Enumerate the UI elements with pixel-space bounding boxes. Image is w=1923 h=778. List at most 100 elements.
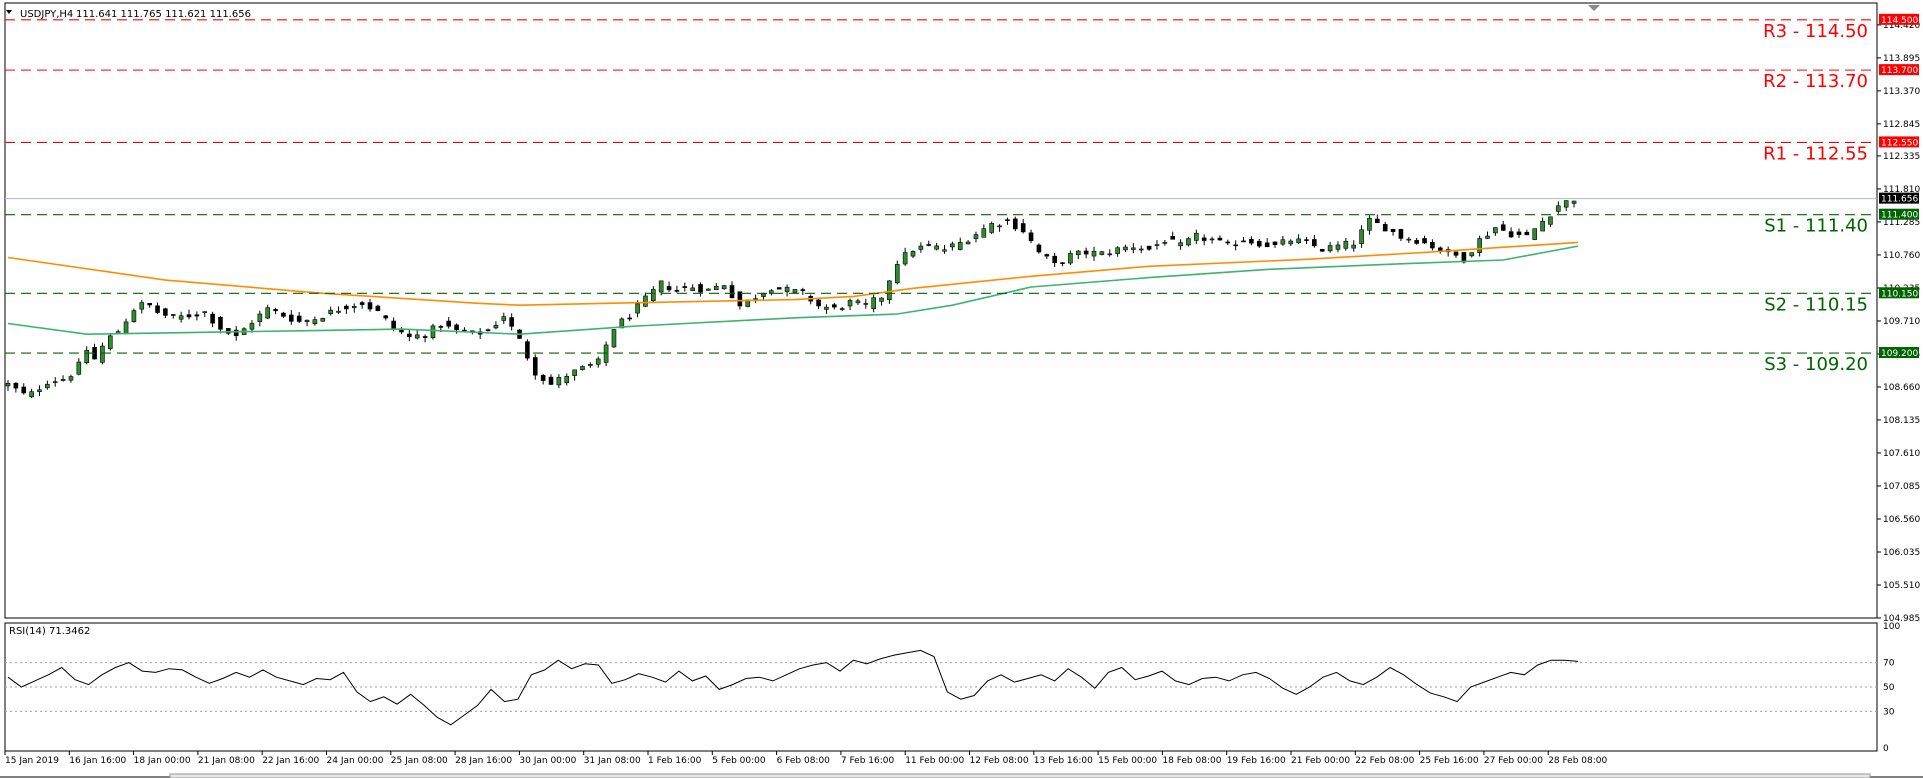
bull-candle — [855, 300, 861, 304]
chart-shift-marker-icon[interactable] — [1588, 5, 1600, 11]
bear-candle — [210, 313, 215, 324]
bull-candle — [1485, 235, 1490, 239]
time-tick-label: 11 Feb 00:00 — [905, 756, 964, 766]
bull-candle — [1556, 205, 1561, 212]
main-price-pane[interactable]: R3 - 114.50 R2 - 113.70 R1 - 112.55 S1 - 11… — [5, 19, 1877, 399]
bear-candle — [737, 291, 743, 307]
time-tick-label: 12 Feb 08:00 — [970, 756, 1029, 766]
bull-candle — [501, 316, 507, 321]
bull-candle — [769, 290, 774, 294]
ohlc-readout: 111.641 111.765 111.621 111.656 — [76, 9, 251, 20]
bull-candle — [950, 243, 955, 248]
bear-candle — [926, 244, 932, 246]
bull-candle — [304, 319, 310, 323]
bear-candle — [438, 326, 444, 328]
bull-candle — [68, 376, 74, 381]
time-tick-label: 28 Feb 08:00 — [1548, 756, 1607, 766]
bull-candle — [1359, 229, 1364, 244]
bear-candle — [1437, 247, 1443, 251]
moving-average-line — [7, 241, 1579, 307]
chart-menu-arrow-icon[interactable] — [6, 10, 12, 14]
bear-candle — [1225, 241, 1231, 244]
bear-candle — [1375, 218, 1380, 224]
bull-candle — [981, 228, 987, 238]
bear-candle — [1256, 240, 1262, 247]
bull-candle — [123, 321, 129, 335]
level-price-tag-s1 — [1879, 208, 1919, 220]
time-tick-label: 22 Jan 16:00 — [262, 756, 319, 766]
bull-candle — [320, 318, 326, 322]
bear-candle — [1312, 239, 1317, 247]
bear-candle — [273, 309, 278, 312]
bull-candle — [1335, 244, 1341, 250]
bear-candle — [532, 357, 538, 376]
price-tick-label: 104.985 — [1883, 614, 1920, 624]
bear-candle — [540, 375, 546, 381]
rsi-tick-label: 50 — [1883, 683, 1895, 693]
bear-candle — [698, 284, 703, 293]
level-price-tag-text: 112.550 — [1881, 138, 1918, 148]
bear-candle — [1398, 229, 1404, 239]
bull-candle — [100, 345, 105, 363]
time-tick-label: 13 Feb 16:00 — [1034, 756, 1093, 766]
bull-candle — [1068, 253, 1073, 264]
bull-candle — [792, 289, 798, 293]
horizontal-scrollbar[interactable] — [169, 773, 1871, 778]
bear-candle — [1170, 236, 1176, 240]
bull-candle — [824, 306, 829, 310]
bear-candle — [344, 305, 349, 310]
bear-candle — [289, 314, 294, 322]
bear-candle — [170, 314, 176, 316]
level-label-r2: R2 - 113.70 — [1763, 71, 1868, 92]
rsi-indicator-pane[interactable] — [5, 649, 1877, 726]
bull-candle — [1327, 245, 1333, 252]
bull-candle — [257, 313, 263, 322]
bull-candle — [643, 295, 648, 307]
level-label-r3: R3 - 114.50 — [1763, 21, 1868, 42]
bull-candle — [1091, 250, 1097, 257]
bull-candle — [580, 366, 585, 370]
bear-candle — [1146, 245, 1152, 250]
bear-candle — [1201, 237, 1207, 241]
bull-candle — [564, 376, 570, 383]
bear-candle — [383, 315, 389, 319]
bear-candle — [1319, 248, 1325, 252]
time-tick-label: 21 Jan 08:00 — [198, 756, 255, 766]
bear-candle — [13, 382, 19, 389]
bull-candle — [658, 280, 664, 293]
price-tick-label: 113.895 — [1883, 54, 1920, 64]
bull-candle — [1548, 216, 1553, 225]
bull-candle — [894, 264, 900, 284]
level-price-tag-text: 114.500 — [1881, 16, 1918, 26]
bull-candle — [1138, 248, 1144, 251]
time-tick-label: 1 Feb 16:00 — [648, 756, 702, 766]
bear-candle — [226, 328, 231, 334]
bear-candle — [682, 286, 688, 288]
bear-candle — [832, 304, 837, 308]
bull-candle — [1367, 217, 1372, 231]
bull-candle — [60, 379, 66, 381]
bull-candle — [1280, 239, 1286, 245]
time-tick-label: 18 Jan 00:00 — [134, 756, 191, 766]
bull-candle — [957, 242, 963, 250]
bear-candle — [674, 290, 680, 292]
bull-candle — [1099, 251, 1105, 255]
bear-candle — [1060, 262, 1065, 264]
time-tick-label: 18 Feb 08:00 — [1162, 756, 1221, 766]
bull-candle — [1186, 238, 1191, 246]
bull-candle — [989, 223, 995, 233]
current-price-tag-text: 111.656 — [1881, 195, 1918, 205]
bear-candle — [525, 341, 530, 359]
bull-candle — [1343, 240, 1349, 249]
bear-candle — [281, 312, 286, 317]
price-tick-label: 108.660 — [1883, 383, 1920, 393]
bull-candle — [721, 285, 727, 290]
rsi-tick-label: 30 — [1883, 707, 1895, 717]
time-tick-label: 30 Jan 00:00 — [519, 756, 576, 766]
level-price-tag-text: 109.200 — [1881, 349, 1918, 359]
time-tick-label: 21 Feb 00:00 — [1291, 756, 1350, 766]
bull-candle — [635, 303, 640, 314]
price-tick-label: 107.610 — [1883, 449, 1920, 459]
bull-candle — [761, 293, 766, 297]
